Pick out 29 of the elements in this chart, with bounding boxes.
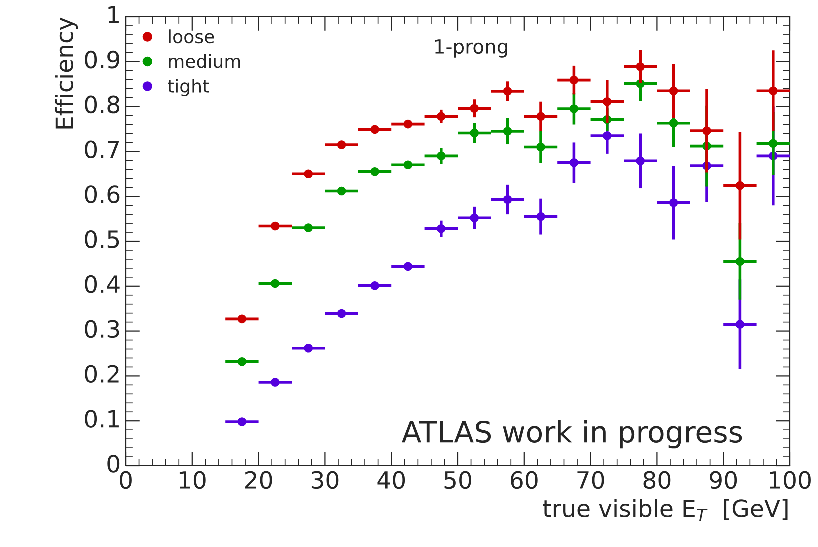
y-tick-label: 0.8	[85, 96, 120, 114]
y-tick-label: 0.2	[85, 365, 119, 384]
y-tick-label: 0.1	[85, 410, 119, 428]
x-tick-label: 60	[511, 471, 538, 490]
y-tick-label: 0.5	[85, 230, 120, 248]
x-tick-label: 90	[710, 471, 738, 490]
legend-label: loose	[169, 30, 214, 44]
x-tick-label: 100	[770, 471, 811, 490]
y-tick-label: 0.3	[85, 320, 120, 338]
x-tick-label: 20	[246, 471, 272, 490]
y-tick-label: 0.9	[85, 50, 120, 69]
y-tick-label: 0	[108, 454, 120, 473]
x-axis-title: true visible E$_{T}$ [GeV]	[543, 499, 788, 522]
x-tick-label: 30	[312, 471, 339, 490]
legend-label: tight	[168, 79, 210, 97]
x-tick-label: 70	[578, 471, 604, 490]
x-tick-label: 10	[180, 471, 206, 490]
x-tick-label: 80	[644, 471, 671, 490]
y-tick-label: 0.4	[85, 275, 120, 294]
y-axis-title: Efficiency	[55, 18, 78, 129]
legend-label: medium	[169, 54, 240, 68]
y-tick-label: 1	[108, 6, 119, 24]
annotation: ATLAS work in progress	[402, 420, 742, 449]
y-tick-label: 0.7	[85, 140, 120, 159]
annotation: 1-prong	[435, 40, 508, 58]
x-tick-label: 40	[378, 471, 406, 490]
y-tick-label: 0.6	[85, 186, 120, 204]
x-tick-label: 50	[444, 471, 472, 490]
x-tick-label: 0	[120, 471, 132, 490]
